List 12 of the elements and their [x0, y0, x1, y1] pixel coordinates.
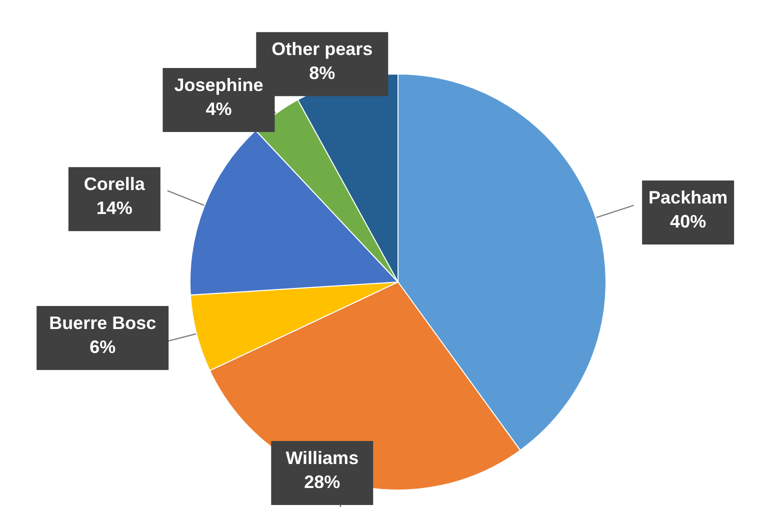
slice-label: Corella: [84, 174, 146, 194]
data-label: 4%: [206, 98, 232, 119]
data-label: 6%: [90, 336, 116, 357]
slice-label: Buerre Bosc: [49, 312, 156, 333]
data-label: 28%: [304, 472, 340, 492]
data-label: 8%: [309, 63, 336, 84]
slice-label: Packham: [648, 187, 728, 208]
slice-label: Williams: [286, 448, 359, 468]
data-label: 14%: [96, 198, 132, 218]
slice-label: Josephine: [174, 74, 264, 95]
slice-label: Other pears: [272, 39, 373, 60]
data-label: 40%: [670, 211, 706, 232]
